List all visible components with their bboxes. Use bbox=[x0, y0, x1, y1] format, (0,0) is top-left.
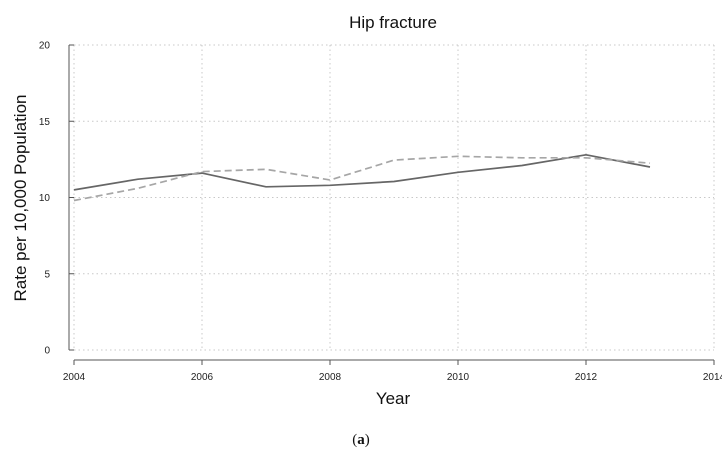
series-lines bbox=[73, 153, 651, 202]
x-tick-label: 2004 bbox=[63, 372, 86, 383]
caption-letter: a bbox=[357, 432, 365, 448]
y-tick-label: 10 bbox=[39, 193, 51, 204]
x-tick-label: 2012 bbox=[575, 372, 598, 383]
y-tick-label: 20 bbox=[39, 41, 51, 52]
caption-open-paren: ( bbox=[352, 432, 357, 448]
x-tick-label: 2006 bbox=[191, 372, 214, 383]
series-line-dashed bbox=[73, 155, 651, 202]
y-tick-label: 15 bbox=[39, 117, 51, 128]
gridlines bbox=[73, 44, 715, 351]
series-line-solid bbox=[73, 153, 651, 191]
caption-close-paren: ) bbox=[365, 432, 370, 448]
y-tick-label: 0 bbox=[44, 346, 50, 357]
y-axis-label: Rate per 10,000 Population bbox=[11, 95, 30, 302]
figure-caption: (a) bbox=[352, 432, 370, 448]
y-axis-ticks: 0 5 10 15 20 bbox=[39, 41, 74, 357]
x-tick-label: 2014 bbox=[703, 372, 722, 383]
x-axis-label: Year bbox=[376, 389, 411, 408]
x-tick-label: 2010 bbox=[447, 372, 470, 383]
chart-title: Hip fracture bbox=[349, 13, 437, 32]
y-tick-label: 5 bbox=[44, 269, 50, 280]
x-tick-label: 2008 bbox=[319, 372, 342, 383]
x-axis-ticks: 2004 2006 2008 2010 2012 2014 bbox=[63, 360, 722, 383]
